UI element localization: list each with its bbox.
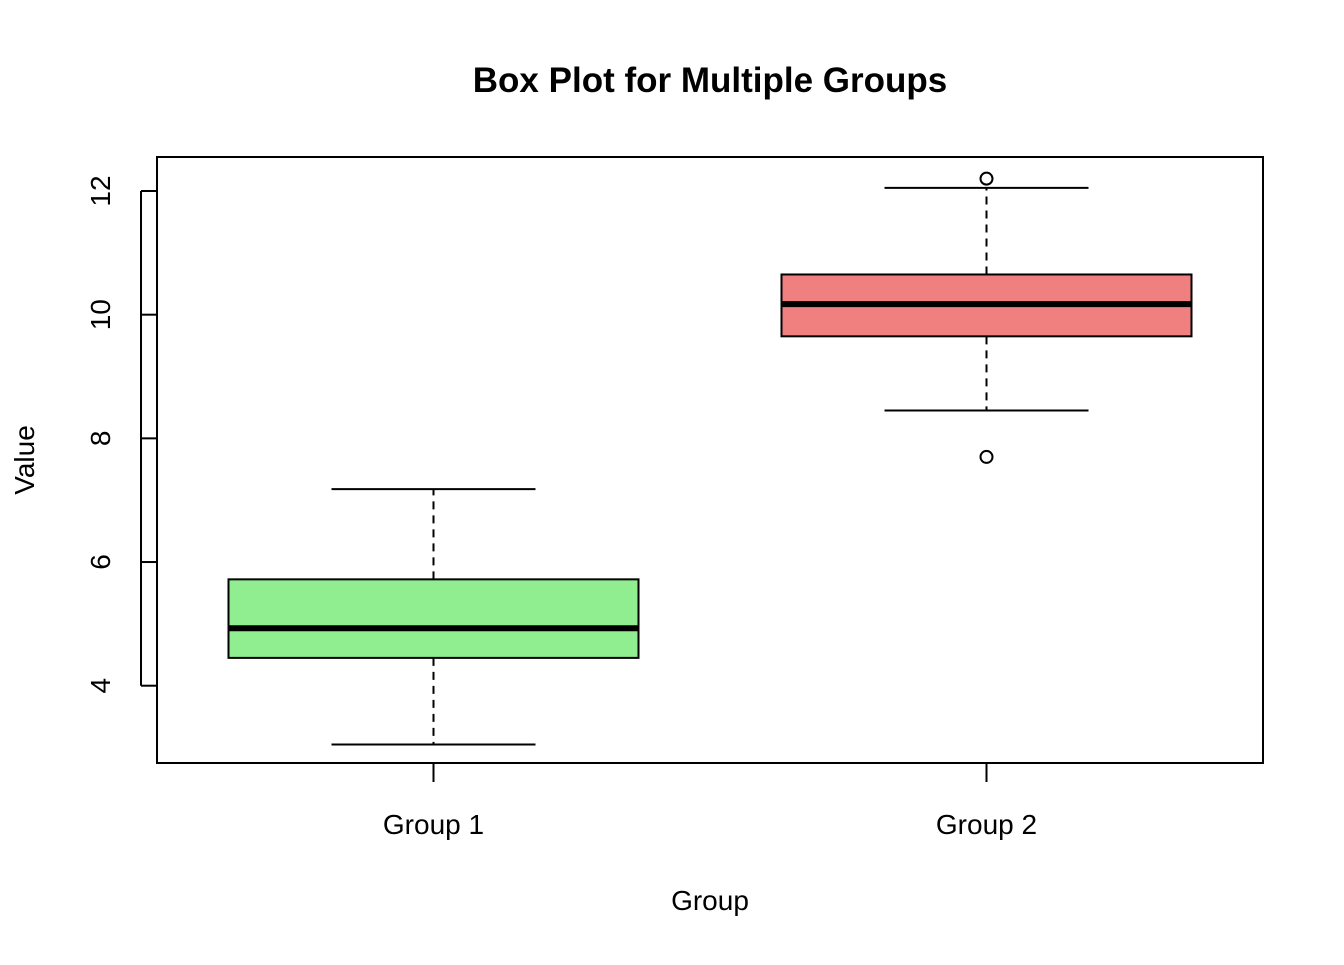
- x-axis: Group 1 Group 2: [383, 762, 1037, 840]
- boxes-layer: [227, 171, 1193, 746]
- y-axis: 4 6 8 10 12: [85, 175, 157, 693]
- outlier-point: [979, 171, 994, 186]
- y-tick-label: 6: [85, 554, 116, 570]
- box-iqr: [227, 578, 640, 659]
- outlier-point: [979, 449, 994, 464]
- box-group: [227, 488, 640, 746]
- y-tick-label: 10: [85, 299, 116, 330]
- y-axis-label: Value: [9, 425, 40, 495]
- y-tick-label: 12: [85, 175, 116, 206]
- plot-frame: [156, 156, 1264, 764]
- y-tick-label: 8: [85, 431, 116, 447]
- x-tick-label: Group 1: [383, 809, 484, 840]
- chart-title: Box Plot for Multiple Groups: [473, 61, 947, 100]
- box-group: [780, 171, 1193, 464]
- x-tick-label: Group 2: [936, 809, 1037, 840]
- x-axis-label: Group: [671, 885, 749, 916]
- y-tick-label: 4: [85, 678, 116, 694]
